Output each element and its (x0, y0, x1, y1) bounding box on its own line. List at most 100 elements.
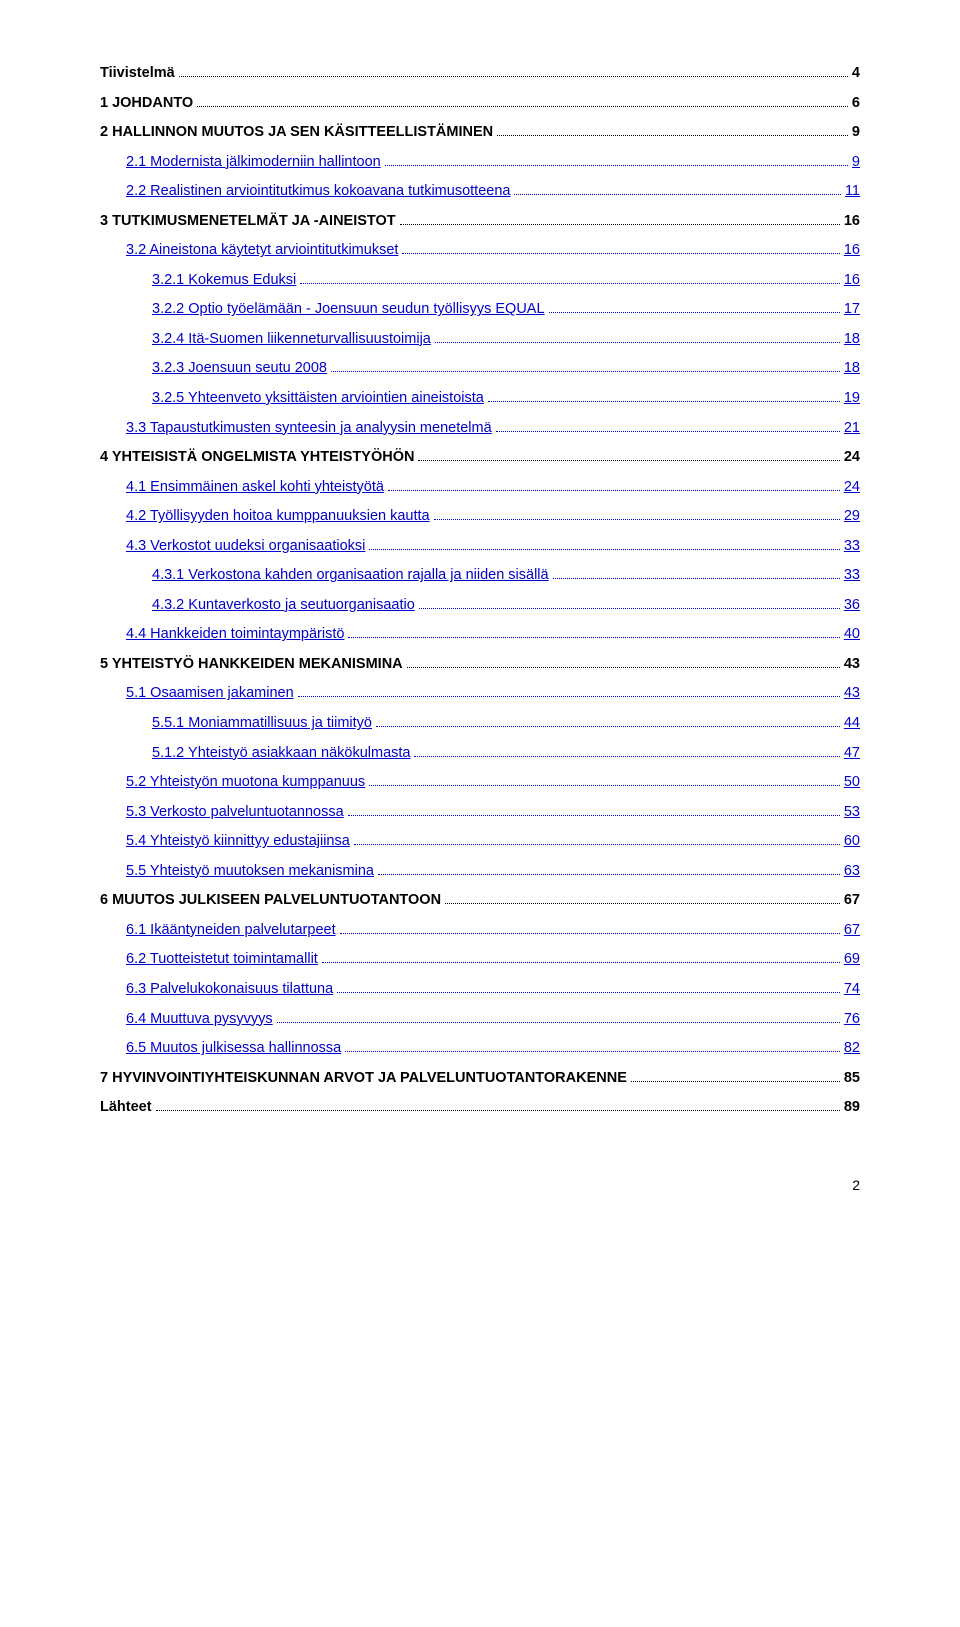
toc-entry-label: 6 MUUTOS JULKISEEN PALVELUNTUOTANTOON (100, 887, 441, 915)
toc-entry[interactable]: 5.1 Osaamisen jakaminen43 (100, 680, 860, 708)
toc-entry-label: 3 TUTKIMUSMENETELMÄT JA -AINEISTOT (100, 208, 396, 236)
toc-entry[interactable]: 6.4 Muuttuva pysyvyys76 (100, 1006, 860, 1034)
toc-entry-page: 47 (844, 740, 860, 768)
toc-leader-dots (348, 637, 839, 638)
toc-entry-page: 53 (844, 799, 860, 827)
toc-entry-page: 40 (844, 621, 860, 649)
toc-entry[interactable]: 4.2 Työllisyyden hoitoa kumppanuuksien k… (100, 503, 860, 531)
toc-entry-page: 60 (844, 828, 860, 856)
toc-entry[interactable]: 5.5.1 Moniammatillisuus ja tiimityö 44 (100, 710, 860, 738)
toc-entry-page: 16 (844, 208, 860, 236)
toc-entry-page: 44 (844, 710, 860, 738)
toc-entry-label: 4.3.1 Verkostona kahden organisaation ra… (152, 562, 549, 590)
toc-leader-dots (298, 696, 840, 697)
toc-entry-label: 3.2.1 Kokemus Eduksi (152, 267, 296, 295)
toc-entry[interactable]: 2.1 Modernista jälkimoderniin hallintoon… (100, 149, 860, 177)
toc-entry-page: 43 (844, 651, 860, 679)
toc-entry-label: 5.5.1 Moniammatillisuus ja tiimityö (152, 710, 372, 738)
toc-leader-dots (631, 1081, 840, 1082)
toc-entry-page: 9 (852, 119, 860, 147)
toc-leader-dots (331, 371, 840, 372)
toc-leader-dots (414, 756, 839, 757)
toc-entry-page: 69 (844, 946, 860, 974)
toc-entry: Tiivistelmä4 (100, 60, 860, 88)
page-number: 2 (852, 1177, 860, 1193)
toc-entry-label: 6.5 Muutos julkisessa hallinnossa (126, 1035, 341, 1063)
toc-entry[interactable]: 3.3 Tapaustutkimusten synteesin ja analy… (100, 415, 860, 443)
toc-entry-label: 4.2 Työllisyyden hoitoa kumppanuuksien k… (126, 503, 430, 531)
toc-entry[interactable]: 5.4 Yhteistyö kiinnittyy edustajiinsa 60 (100, 828, 860, 856)
toc-leader-dots (388, 490, 840, 491)
toc-leader-dots (497, 135, 848, 136)
toc-entry-label: 2.1 Modernista jälkimoderniin hallintoon (126, 149, 381, 177)
toc-entry[interactable]: 6.1 Ikääntyneiden palvelutarpeet 67 (100, 917, 860, 945)
toc-entry[interactable]: 2.2 Realistinen arviointitutkimus kokoav… (100, 178, 860, 206)
toc-entry[interactable]: 4.3 Verkostot uudeksi organisaatioksi 33 (100, 533, 860, 561)
toc-leader-dots (434, 519, 840, 520)
toc-leader-dots (340, 933, 840, 934)
toc-entry-label: 5.4 Yhteistyö kiinnittyy edustajiinsa (126, 828, 350, 856)
toc-entry: 3 TUTKIMUSMENETELMÄT JA -AINEISTOT 16 (100, 208, 860, 236)
toc-leader-dots (354, 844, 840, 845)
toc-entry-page: 18 (844, 326, 860, 354)
toc-entry-page: 4 (852, 60, 860, 88)
toc-entry[interactable]: 6.2 Tuotteistetut toimintamallit 69 (100, 946, 860, 974)
toc-leader-dots (337, 992, 840, 993)
toc-entry[interactable]: 5.5 Yhteistyö muutoksen mekanismina63 (100, 858, 860, 886)
toc-leader-dots (197, 106, 848, 107)
toc-entry[interactable]: 3.2.2 Optio työelämään - Joensuun seudun… (100, 296, 860, 324)
toc-entry-page: 33 (844, 533, 860, 561)
toc-entry-page: 16 (844, 237, 860, 265)
toc-entry[interactable]: 3.2 Aineistona käytetyt arviointitutkimu… (100, 237, 860, 265)
toc-entry-page: 50 (844, 769, 860, 797)
toc-leader-dots (345, 1051, 840, 1052)
toc-entry-label: 5.2 Yhteistyön muotona kumppanuus (126, 769, 365, 797)
toc-entry-page: 6 (852, 90, 860, 118)
toc-entry[interactable]: 6.3 Palvelukokonaisuus tilattuna74 (100, 976, 860, 1004)
toc-entry[interactable]: 4.1 Ensimmäinen askel kohti yhteistyötä2… (100, 474, 860, 502)
toc-entry[interactable]: 5.1.2 Yhteistyö asiakkaan näkökulmasta47 (100, 740, 860, 768)
toc-entry: 1 JOHDANTO 6 (100, 90, 860, 118)
toc-leader-dots (418, 460, 839, 461)
toc-entry: 5 YHTEISTYÖ HANKKEIDEN MEKANISMINA43 (100, 651, 860, 679)
toc-entry-label: 6.3 Palvelukokonaisuus tilattuna (126, 976, 333, 1004)
toc-entry-page: 67 (844, 917, 860, 945)
toc-entry[interactable]: 4.4 Hankkeiden toimintaympäristö40 (100, 621, 860, 649)
toc-leader-dots (407, 667, 840, 668)
toc-entry-label: 1 JOHDANTO (100, 90, 193, 118)
toc-entry[interactable]: 6.5 Muutos julkisessa hallinnossa 82 (100, 1035, 860, 1063)
toc-leader-dots (179, 76, 848, 77)
toc-entry[interactable]: 4.3.1 Verkostona kahden organisaation ra… (100, 562, 860, 590)
toc-entry: 7 HYVINVOINTIYHTEISKUNNAN ARVOT JA PALVE… (100, 1065, 860, 1093)
toc-leader-dots (385, 165, 848, 166)
toc-entry-page: 82 (844, 1035, 860, 1063)
toc-leader-dots (156, 1110, 840, 1111)
toc-entry-page: 18 (844, 355, 860, 383)
toc-entry-page: 36 (844, 592, 860, 620)
toc-entry[interactable]: 3.2.5 Yhteenveto yksittäisten arviointie… (100, 385, 860, 413)
toc-leader-dots (400, 224, 840, 225)
toc-entry-label: 5.5 Yhteistyö muutoksen mekanismina (126, 858, 374, 886)
toc-entry[interactable]: 3.2.4 Itä-Suomen liikenneturvallisuustoi… (100, 326, 860, 354)
toc-entry-page: 11 (845, 178, 860, 206)
toc-leader-dots (277, 1022, 840, 1023)
toc-entry[interactable]: 3.2.3 Joensuun seutu 200818 (100, 355, 860, 383)
toc-entry-page: 9 (852, 149, 860, 177)
toc-entry: 4 YHTEISISTÄ ONGELMISTA YHTEISTYÖHÖN24 (100, 444, 860, 472)
toc-entry[interactable]: 4.3.2 Kuntaverkosto ja seutuorganisaatio… (100, 592, 860, 620)
toc-entry[interactable]: 3.2.1 Kokemus Eduksi16 (100, 267, 860, 295)
toc-entry[interactable]: 5.2 Yhteistyön muotona kumppanuus 50 (100, 769, 860, 797)
toc-entry[interactable]: 5.3 Verkosto palveluntuotannossa53 (100, 799, 860, 827)
toc-leader-dots (348, 815, 840, 816)
toc-entry-label: 6.2 Tuotteistetut toimintamallit (126, 946, 318, 974)
toc-leader-dots (322, 962, 840, 963)
toc-leader-dots (419, 608, 840, 609)
toc-entry-label: 2 HALLINNON MUUTOS JA SEN KÄSITTEELLISTÄ… (100, 119, 493, 147)
toc-entry-label: 4.3 Verkostot uudeksi organisaatioksi (126, 533, 365, 561)
document-page: Tiivistelmä41 JOHDANTO 6 2 HALLINNON MUUTO… (0, 0, 960, 1238)
toc-entry-page: 43 (844, 680, 860, 708)
toc-entry-page: 19 (844, 385, 860, 413)
toc-entry-label: 6.1 Ikääntyneiden palvelutarpeet (126, 917, 336, 945)
toc-leader-dots (553, 578, 840, 579)
toc-entry-label: 3.2.4 Itä-Suomen liikenneturvallisuustoi… (152, 326, 431, 354)
